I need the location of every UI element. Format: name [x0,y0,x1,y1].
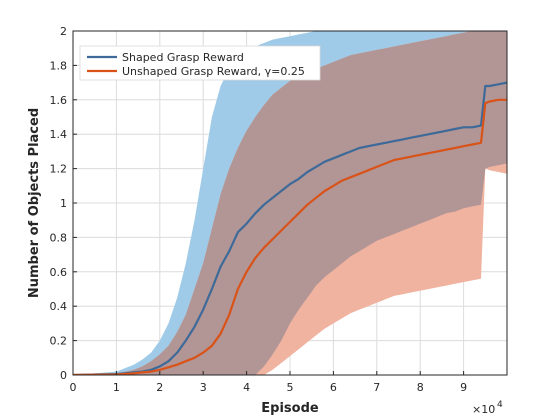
y-tick-label: 1.2 [50,163,68,176]
y-tick-label: 0.4 [50,300,68,313]
x-tick-label: 0 [70,381,77,394]
x-tick-label: 4 [243,381,250,394]
series-lines [73,81,507,375]
confidence-bands [73,31,507,375]
x-tick-label: 8 [417,381,424,394]
axis-ticks: 0 1 2 3 4 5 6 7 8 9 0 0.2 0.4 0.6 0.8 1 1.2 1.4 1.6 1.8 2 [50,25,468,394]
y-tick-label: 0.8 [50,231,68,244]
x-tick-label: 3 [200,381,207,394]
legend-label-unshaped: Unshaped Grasp Reward, γ=0.25 [122,65,305,78]
x-tick-label: 7 [373,381,380,394]
x-tick-label: 1 [113,381,120,394]
legend-label-shaped: Shaped Grasp Reward [122,51,244,64]
y-tick-label: 1.8 [50,59,68,72]
y-tick-label: 1.6 [50,94,68,107]
x-multiplier-exponent: 4 [497,400,503,410]
series-line-unshaped [73,98,507,375]
y-tick-label: 0 [60,369,67,382]
y-tick-label: 0.2 [50,335,68,348]
y-tick-label: 2 [60,25,67,38]
legend-box [79,45,321,81]
x-axis-multiplier: ×10 4 [472,400,503,416]
band-overlap-region [73,31,507,375]
y-tick-label: 1 [60,197,67,210]
legend: Shaped Grasp Reward Unshaped Grasp Rewar… [79,45,321,81]
y-tick-label: 1.4 [50,128,68,141]
x-tick-label: 2 [156,381,163,394]
x-tick-label: 9 [460,381,467,394]
x-tick-label: 6 [330,381,337,394]
x-tick-label: 5 [287,381,294,394]
y-tick-label: 0.6 [50,266,68,279]
x-multiplier-base: ×10 [472,403,495,416]
y-axis-title: Number of Objects Placed [27,108,42,298]
series-line-shaped [73,81,507,375]
x-axis-title: Episode [261,401,319,416]
